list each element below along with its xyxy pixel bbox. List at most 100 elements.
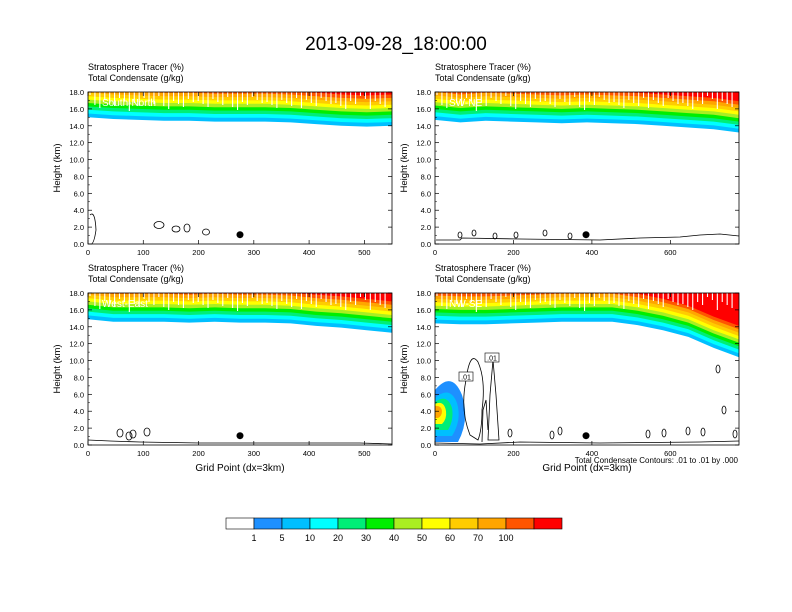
condensate-contour (715, 364, 721, 374)
condensate-contour (507, 428, 513, 438)
y-tick-label: 14.0 (69, 323, 84, 332)
x-tick-label: 300 (248, 248, 261, 257)
x-tick-label: 400 (586, 449, 599, 458)
colorbar-level-label: 50 (417, 533, 427, 543)
colorbar-swatch (365, 517, 395, 530)
contour-footnote: Total Condensate Contours: .01 to .01 by… (575, 456, 739, 465)
condensate-contour (700, 427, 706, 437)
x-tick-label: 500 (358, 449, 371, 458)
tracer-band-10 (435, 293, 739, 326)
x-tick-label: 100 (137, 449, 150, 458)
panel-subtitle-tracer: Stratosphere Tracer (%) (435, 263, 531, 273)
colorbar-level-label: 10 (305, 533, 315, 543)
condensate-contour (471, 229, 477, 237)
x-tick-label: 400 (586, 248, 599, 257)
panel-subtitle-tracer: Stratosphere Tracer (%) (88, 62, 184, 72)
condensate-contour (542, 229, 548, 237)
location-marker (582, 432, 590, 440)
y-tick-label: 12.0 (69, 340, 84, 349)
colorbar-swatch (253, 517, 283, 530)
y-tick-label: 14.0 (416, 323, 431, 332)
colorbar-swatch (533, 517, 563, 530)
condensate-contour (171, 225, 181, 233)
location-marker (582, 231, 590, 239)
location-marker (236, 432, 244, 440)
condensate-contour (183, 223, 191, 233)
x-tick-label: 600 (664, 248, 677, 257)
colorbar-swatch (337, 517, 367, 530)
x-tick-label: 400 (303, 449, 316, 458)
condensate-contour (153, 221, 165, 229)
x-tick-label: 200 (507, 449, 520, 458)
panel-west-east: Stratosphere Tracer (%)Total Condensate … (52, 263, 393, 474)
y-tick-label: 18.0 (69, 289, 84, 298)
panel-subtitle-condensate: Total Condensate (g/kg) (88, 73, 184, 83)
y-tick-label: 4.0 (421, 407, 431, 416)
y-tick-label: 8.0 (74, 373, 84, 382)
colorbar-level-label: 30 (361, 533, 371, 543)
colorbar-swatch (281, 517, 311, 530)
y-axis-title: Height (km) (399, 143, 410, 192)
y-tick-label: 16.0 (416, 105, 431, 114)
colorbar-swatch (505, 517, 535, 530)
x-tick-label: 200 (192, 449, 205, 458)
condensate-contour (732, 429, 738, 439)
panels: Stratosphere Tracer (%)Total Condensate … (52, 62, 740, 474)
terrain-line (436, 233, 740, 241)
colorbar-level-label: 70 (473, 533, 483, 543)
colorbar-swatch (477, 517, 507, 530)
x-axis-title: Grid Point (dx=3km) (195, 463, 284, 474)
terrain-line (87, 439, 393, 445)
colorbar-swatch (421, 517, 451, 530)
y-tick-label: 12.0 (69, 139, 84, 148)
colorbar-level-label: 100 (498, 533, 513, 543)
y-tick-label: 4.0 (74, 206, 84, 215)
y-tick-label: 10.0 (69, 156, 84, 165)
y-tick-label: 2.0 (74, 424, 84, 433)
condensate-contour (463, 358, 484, 441)
contour-label: .01 (487, 356, 497, 363)
y-tick-label: 16.0 (69, 105, 84, 114)
x-tick-label: 0 (433, 248, 437, 257)
y-tick-label: 0.0 (74, 240, 84, 249)
y-tick-label: 6.0 (421, 189, 431, 198)
condensate-contour (645, 429, 651, 439)
colorbar: 1 5 10 20 30 40 50 60 70 100 (225, 517, 563, 543)
condensate-contour (567, 232, 573, 240)
figure-title: 2013-09-28_18:00:00 (305, 34, 487, 55)
y-tick-label: 10.0 (416, 156, 431, 165)
y-tick-label: 10.0 (416, 357, 431, 366)
terrain-line (434, 440, 740, 445)
panel-region-label: NW-SE (449, 299, 482, 310)
tracer-band-10 (88, 293, 392, 302)
condensate-contour (116, 428, 124, 438)
y-tick-label: 4.0 (421, 206, 431, 215)
x-tick-label: 300 (248, 449, 261, 458)
y-tick-label: 6.0 (74, 189, 84, 198)
x-tick-label: 400 (303, 248, 316, 257)
panel-region-label: SW-NE (449, 98, 482, 109)
y-tick-label: 18.0 (416, 289, 431, 298)
y-tick-label: 0.0 (74, 441, 84, 450)
contour-label-box (484, 352, 500, 363)
panel-subtitle-condensate: Total Condensate (g/kg) (435, 73, 531, 83)
y-tick-label: 2.0 (421, 223, 431, 232)
y-axis-title: Height (km) (52, 143, 63, 192)
condensate-contour (487, 359, 500, 441)
y-tick-label: 16.0 (69, 306, 84, 315)
colorbar-level-label: 20 (333, 533, 343, 543)
y-tick-label: 6.0 (421, 390, 431, 399)
condensate-contour (202, 228, 210, 236)
panel-subtitle-tracer: Stratosphere Tracer (%) (88, 263, 184, 273)
panel-nw-se: Stratosphere Tracer (%) Total Condensate … (399, 263, 740, 474)
y-tick-label: 8.0 (74, 172, 84, 181)
colorbar-swatch (449, 517, 479, 530)
x-tick-label: 600 (664, 449, 677, 458)
y-tick-label: 6.0 (74, 390, 84, 399)
condensate-contour (89, 213, 97, 245)
x-tick-label: 100 (137, 248, 150, 257)
condensate-contour (685, 426, 691, 436)
colorbar-swatch (309, 517, 339, 530)
y-tick-label: 2.0 (421, 424, 431, 433)
